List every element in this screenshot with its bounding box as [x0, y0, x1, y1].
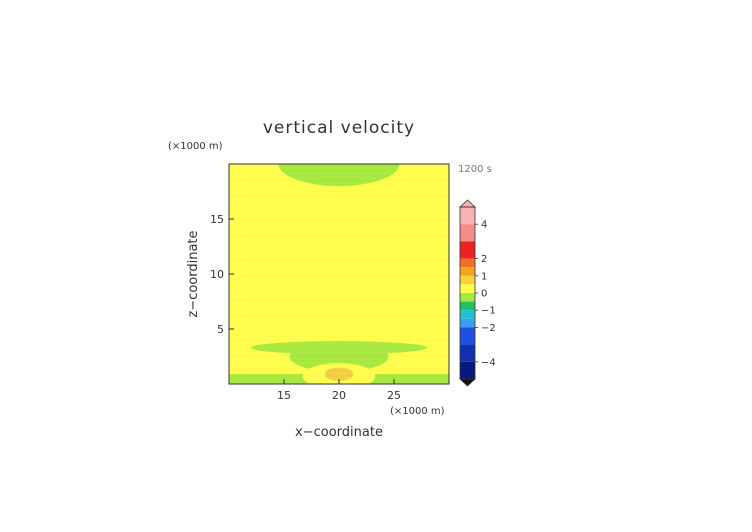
colorbar-level [460, 361, 475, 379]
colorbar-level [460, 224, 475, 242]
colorbar-level [460, 293, 475, 302]
y-axis-label: z−coordinate [186, 230, 201, 317]
colorbar-level [460, 344, 475, 362]
colorbar-tick-label: −1 [481, 306, 496, 317]
x-axis-unit: (×1000 m) [390, 406, 445, 417]
colorbar-bottom-arrow [458, 378, 477, 387]
plot-area [228, 163, 450, 385]
x-tick-label: 25 [387, 389, 401, 402]
y-tick-label: 15 [210, 213, 224, 226]
colorbar-level [460, 275, 475, 285]
colorbar: 4 2 1 0 −1 −2 −4 [458, 199, 496, 387]
colorbar-level [460, 258, 475, 268]
contour-upper-negative-band [278, 164, 400, 186]
y-axis-unit: (×1000 m) [168, 141, 223, 152]
colorbar-level [460, 301, 475, 311]
colorbar-tick-label: 2 [481, 254, 487, 265]
colorbar-tick-label: −2 [481, 323, 496, 334]
x-axis-label: x−coordinate [295, 425, 383, 440]
colorbar-level [460, 318, 475, 328]
colorbar-tick-label: 4 [481, 220, 487, 231]
colorbar-tick-label: 1 [481, 271, 487, 282]
colorbar-level [460, 267, 475, 276]
contour-surface-positive-center [324, 367, 354, 381]
colorbar-level [460, 241, 475, 259]
y-tick-label: 10 [210, 268, 224, 281]
chart-title: vertical velocity [263, 118, 415, 138]
colorbar-level [460, 207, 475, 225]
x-tick-label: 15 [277, 389, 291, 402]
y-axis-ticks: 5 10 15 [210, 213, 234, 336]
y-tick-label: 5 [217, 323, 224, 336]
colorbar-top-arrow [458, 199, 477, 208]
time-label: 1200 s [458, 164, 492, 175]
colorbar-level [460, 327, 475, 345]
colorbar-tick-label: −4 [481, 357, 496, 368]
colorbar-tick-label: 0 [481, 289, 487, 300]
contour-lower-negative-wing-center [289, 341, 389, 372]
x-axis-ticks: 15 20 25 [277, 379, 401, 402]
colorbar-level [460, 284, 475, 293]
colorbar-level [460, 310, 475, 319]
x-tick-label: 20 [332, 389, 346, 402]
